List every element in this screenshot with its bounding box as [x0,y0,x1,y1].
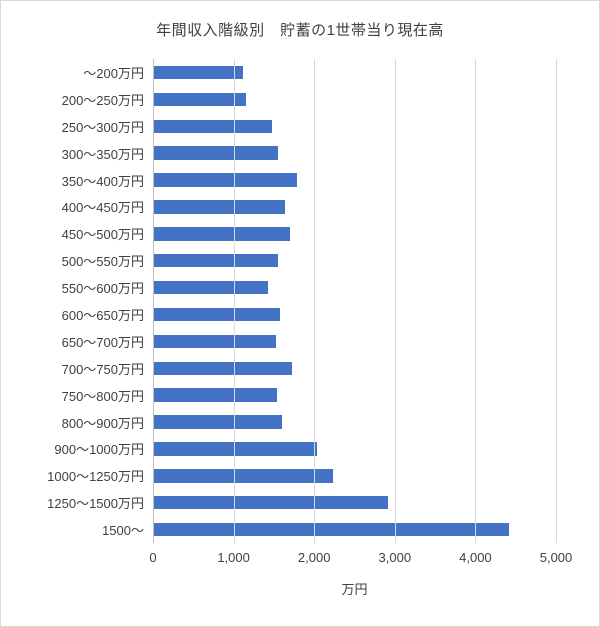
chart-body: ～200万円 200～250万円 250～300万円 300～350万円 350～400… [1,59,557,543]
bar-row [153,113,556,140]
bar-row [153,59,556,86]
x-tick-label: 5,000 [539,550,573,565]
x-tick-label: 3,000 [378,550,412,565]
bar-row [153,355,556,382]
category-label: 250～300万円 [61,119,144,135]
gridline [475,59,477,543]
x-tick-label: 1,000 [217,550,250,565]
category-label: 1500～ [102,523,144,539]
category-label: 750～800万円 [61,388,144,404]
bar [153,200,286,214]
gridline [233,59,235,543]
x-axis-title: 万円 [341,582,368,597]
bar [153,361,292,375]
category-label: 800～900万円 [61,415,144,431]
bar [153,334,276,349]
bar-row [153,274,556,301]
category-label: 400～450万円 [61,200,144,216]
plot-area [153,59,557,543]
bar-row [153,140,556,167]
category-label: 1000～1250万円 [47,469,144,485]
x-axis: 0 1,000 2,000 3,000 4,000 5,000 [1,543,572,569]
gridline [556,59,557,543]
bar [153,415,282,429]
category-label: 450～500万円 [61,227,144,243]
category-label: 550～600万円 [61,281,144,297]
gridline [314,59,316,543]
bar [153,119,273,133]
category-label: 900～1000万円 [54,442,144,458]
bar [153,227,291,241]
bar-row [153,409,556,436]
bar-row [153,167,556,194]
x-axis-spacer [1,543,153,569]
category-label: 700～750万円 [61,361,144,377]
bar [153,65,244,80]
bar [153,522,510,537]
bar [153,146,278,160]
bar [153,442,318,456]
bar [153,173,298,187]
category-label: 200～250万円 [61,92,144,108]
bar [153,253,278,268]
bar-row [153,301,556,328]
y-axis-labels: ～200万円 200～250万円 250～300万円 300～350万円 350～400… [1,59,153,543]
bar-row [153,489,556,516]
y-axis-line [153,59,154,543]
x-tick-label: 2,000 [297,550,331,565]
bar [153,92,247,107]
x-tick-label: 0 [149,550,157,565]
bar [153,307,281,322]
category-label: 650～700万円 [61,334,144,350]
bar-row [153,328,556,355]
category-label: 300～350万円 [61,146,144,162]
category-label: 350～400万円 [61,173,144,189]
x-axis-ticks: 0 1,000 2,000 3,000 4,000 5,000 [149,543,572,569]
category-label: 1250～1500万円 [47,496,144,512]
bar-row [153,382,556,409]
category-label: ～200万円 [83,65,144,81]
bar [153,280,269,295]
chart-title: 年間収入階級別 貯蓄の1世帯当り現在高 [156,22,444,39]
bar-row [153,247,556,274]
gridline [394,59,396,543]
bar-row [153,435,556,462]
x-tick-label: 4,000 [459,550,492,565]
bar-row [153,193,556,220]
bar [153,469,333,483]
bar [153,388,278,402]
bar [153,495,389,510]
bar-row [153,220,556,247]
bar-row [153,516,556,543]
bar-series [153,59,556,543]
bar-row [153,462,556,489]
bar-row [153,86,556,113]
category-label: 500～550万円 [61,254,144,270]
category-label: 600～650万円 [61,307,144,323]
